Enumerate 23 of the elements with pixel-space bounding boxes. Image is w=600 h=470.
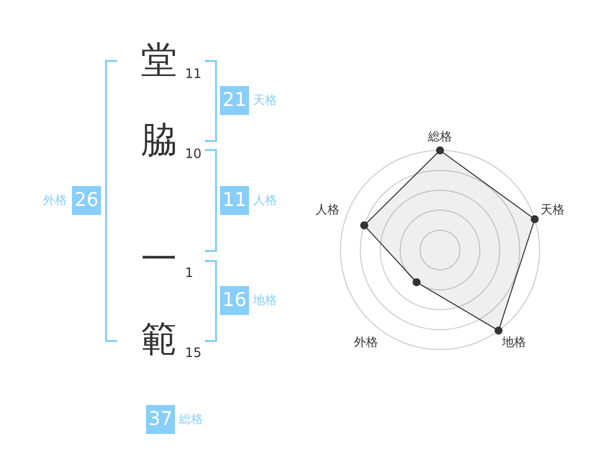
- spoke-label: 天格: [540, 202, 564, 216]
- category-label: 外格: [43, 193, 67, 208]
- data-label: 15: [185, 346, 202, 361]
- spoke-label: 人格: [316, 202, 340, 216]
- category-label: 人格: [253, 193, 277, 208]
- data-label: 26: [72, 186, 101, 215]
- spoke-label: 外格: [354, 334, 378, 349]
- data-label: 11: [185, 67, 202, 82]
- category-label: 地格: [253, 293, 277, 308]
- data-label: 10: [185, 147, 202, 162]
- category-label: 範: [141, 319, 177, 360]
- spoke-label: 総格: [427, 129, 452, 144]
- category-label: 一: [141, 239, 177, 280]
- data-label: 21: [220, 86, 249, 115]
- data-label: 37: [146, 405, 175, 434]
- data-label: 16: [220, 286, 249, 315]
- category-label: 堂: [141, 40, 177, 81]
- spoke-label: 地格: [501, 334, 526, 349]
- category-label: 総格: [179, 412, 203, 427]
- category-label: 脇: [141, 120, 177, 161]
- data-label: 11: [220, 186, 249, 215]
- category-label: 天格: [253, 93, 277, 108]
- data-label: 1: [185, 266, 194, 281]
